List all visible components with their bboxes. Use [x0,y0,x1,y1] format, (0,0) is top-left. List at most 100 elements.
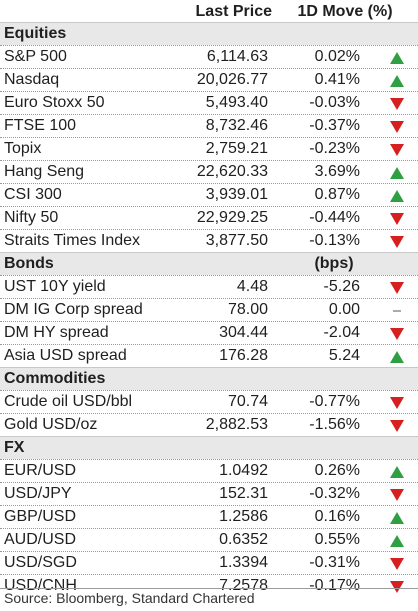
last-price-value: 4.48 [236,278,268,295]
move-value: 0.41% [314,71,360,88]
up-arrow-icon [390,52,404,64]
move-value: -0.77% [309,393,360,410]
table-row: Nasdaq 20,026.77 0.41% [0,68,418,91]
table-row: Straits Times Index 3,877.50 -0.13% [0,229,418,252]
instrument-name: Topix [4,140,42,157]
down-arrow-icon [390,98,404,110]
move-value: -0.37% [309,117,360,134]
instrument-name: Nifty 50 [4,209,59,226]
down-arrow-icon [390,213,404,225]
section-label: FX [4,439,25,456]
move-value: -0.17% [309,577,360,594]
instrument-name: GBP/USD [4,508,77,525]
table-row: Gold USD/oz 2,882.53 -1.56% [0,413,418,436]
instrument-name: S&P 500 [4,48,67,65]
table-row: Hang Seng 22,620.33 3.69% [0,160,418,183]
down-arrow-icon [390,121,404,133]
last-price-value: 152.31 [219,485,268,502]
instrument-name: FTSE 100 [4,117,77,134]
table-row: Asia USD spread 176.28 5.24 [0,344,418,367]
move-value: -0.44% [309,209,360,226]
table-row: Topix 2,759.21 -0.23% [0,137,418,160]
up-arrow-icon [390,512,404,524]
source-note: Source: Bloomberg, Standard Chartered [4,590,255,606]
instrument-name: Asia USD spread [4,347,127,364]
instrument-name: CSI 300 [4,186,62,203]
move-value: -2.04 [323,324,360,341]
table-row: USD/CNH 7.2578 -0.17% [0,574,418,597]
instrument-name: Euro Stoxx 50 [4,94,105,111]
move-value: 0.02% [314,48,360,65]
table-row: Euro Stoxx 50 5,493.40 -0.03% [0,91,418,114]
last-price-value: 70.74 [227,393,268,410]
up-arrow-icon [390,75,404,87]
last-price-value: 20,026.77 [196,71,268,88]
instrument-name: UST 10Y yield [4,278,106,295]
down-arrow-icon [390,558,404,570]
last-price-value: 2,882.53 [205,416,268,433]
up-arrow-icon [390,535,404,547]
table-row: FTSE 100 8,732.46 -0.37% [0,114,418,137]
section-label: Equities [4,25,67,42]
instrument-name: USD/JPY [4,485,72,502]
last-price-value: 176.28 [219,347,268,364]
move-value: 5.24 [328,347,360,364]
table-row: UST 10Y yield 4.48 -5.26 [0,275,418,298]
down-arrow-icon [390,236,404,248]
instrument-name: DM IG Corp spread [4,301,143,318]
last-price-value: 2,759.21 [205,140,268,157]
down-arrow-icon [390,144,404,156]
table-body: Equities S&P 500 6,114.63 0.02% Nasdaq 20,026… [0,22,418,597]
instrument-name: Hang Seng [4,163,85,180]
down-arrow-icon [390,397,404,409]
instrument-name: EUR/USD [4,462,77,479]
last-price-value: 0.6352 [219,531,268,548]
down-arrow-icon [390,489,404,501]
last-price-value: 7.2578 [219,577,268,594]
last-price-value: 1.2586 [219,508,268,525]
table-row: DM HY spread 304.44 -2.04 [0,321,418,344]
table-row: Nifty 50 22,929.25 -0.44% [0,206,418,229]
last-price-value: 304.44 [219,324,268,341]
down-arrow-icon [390,420,404,432]
last-price-value: 22,620.33 [196,163,268,180]
section-header-bonds: Bonds (bps) [0,252,418,275]
last-price-value: 3,877.50 [205,232,268,249]
move-value: 0.55% [314,531,360,548]
move-value: -0.31% [309,554,360,571]
move-value: -0.13% [309,232,360,249]
last-price-value: 22,929.25 [196,209,268,226]
move-value: -0.32% [309,485,360,502]
last-price-value: 6,114.63 [206,48,268,65]
bottom-divider [0,588,418,589]
up-arrow-icon [390,466,404,478]
move-value: -0.03% [309,94,360,111]
last-price-value: 8,732.46 [205,117,268,134]
table-row: USD/JPY 152.31 -0.32% [0,482,418,505]
section-header-equities: Equities [0,22,418,45]
move-header: 1D Move (%) [297,3,393,20]
instrument-name: AUD/USD [4,531,77,548]
last-price-header: Last Price [195,3,272,20]
move-value: 0.16% [314,508,360,525]
instrument-name: Nasdaq [4,71,60,88]
move-value: -0.23% [309,140,360,157]
instrument-name: DM HY spread [4,324,109,341]
move-value: 0.26% [314,462,360,479]
table-row: S&P 500 6,114.63 0.02% [0,45,418,68]
move-value: 3.69% [314,163,360,180]
last-price-value: 5,493.40 [205,94,268,111]
last-price-value: 1.3394 [219,554,268,571]
table-row: DM IG Corp spread 78.00 0.00 [0,298,418,321]
move-value: -1.56% [309,416,360,433]
move-value: 0.87% [314,186,360,203]
instrument-name: USD/CNH [4,577,77,594]
section-header-commodities: Commodities [0,367,418,390]
move-value: 0.00 [328,301,360,318]
table-header: Last Price 1D Move (%) [0,0,418,22]
table-row: Crude oil USD/bbl 70.74 -0.77% [0,390,418,413]
table-row: GBP/USD 1.2586 0.16% [0,505,418,528]
table-row: EUR/USD 1.0492 0.26% [0,459,418,482]
up-arrow-icon [390,167,404,179]
up-arrow-icon [390,190,404,202]
